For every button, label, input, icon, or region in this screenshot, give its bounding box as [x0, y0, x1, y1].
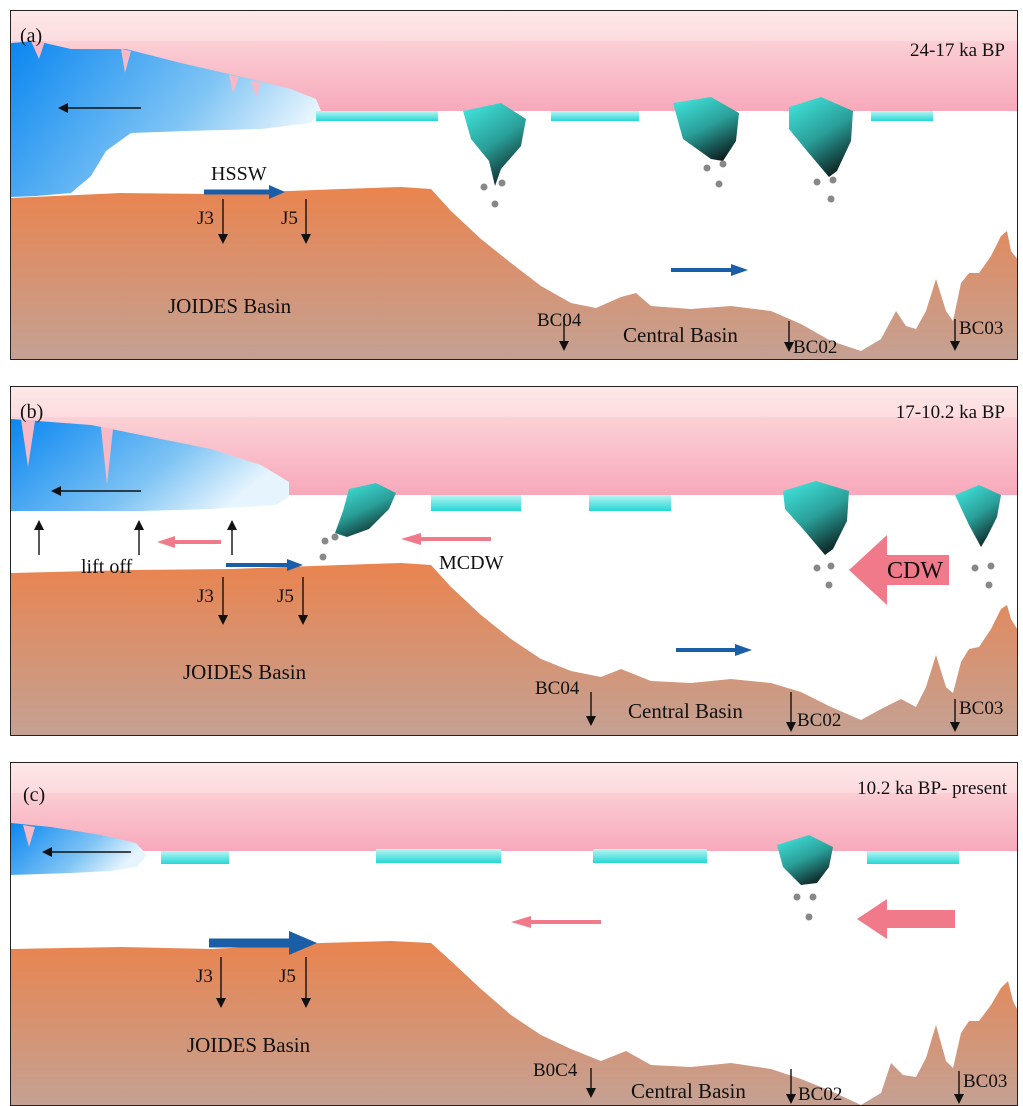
central-basin-label: Central Basin — [628, 699, 743, 723]
lift-off-label: lift off — [81, 556, 133, 578]
ice-shelf — [11, 823, 147, 875]
panel-label: (a) — [20, 25, 43, 47]
seafloor — [11, 563, 1017, 735]
core-label-bc02: BC02 — [797, 710, 842, 731]
core-label-j3: J3 — [197, 208, 214, 229]
iceberg — [955, 485, 1001, 547]
sea-ice-floe — [867, 851, 959, 864]
mcdw-label: MCDW — [439, 552, 504, 574]
sky-band — [11, 763, 1017, 851]
iceberg — [789, 97, 853, 177]
joides-basin-label: JOIDES Basin — [187, 1033, 311, 1057]
core-label-j3: J3 — [196, 966, 213, 987]
iceberg — [783, 481, 849, 555]
sea-ice-floe — [551, 111, 639, 121]
ice-shelf — [11, 41, 321, 197]
core-label-bc04: B0C4 — [533, 1060, 578, 1081]
iceberg — [335, 483, 396, 537]
seafloor — [11, 187, 1017, 359]
panel-c-diagram — [11, 763, 1017, 1105]
panel-a: (a) 24-17 ka BP HSSW J3 J5 JOIDES Basin … — [10, 10, 1018, 360]
iceberg — [777, 835, 833, 885]
cdw-label: CDW — [887, 558, 943, 584]
sea-ice-floe — [376, 849, 501, 863]
core-label-j3: J3 — [197, 586, 214, 607]
joides-basin-label: JOIDES Basin — [168, 294, 292, 318]
panel-a-diagram — [11, 11, 1017, 359]
core-label-bc03: BC03 — [959, 698, 1004, 719]
central-basin-label: Central Basin — [623, 323, 738, 347]
time-period-label: 10.2 ka BP- present — [857, 778, 1007, 799]
central-basin-label: Central Basin — [631, 1079, 746, 1103]
core-label-j5: J5 — [277, 586, 294, 607]
panel-label: (c) — [23, 784, 46, 806]
sea-ice-floe — [593, 849, 707, 863]
sea-ice-floe — [161, 851, 229, 864]
cdw-arrow — [857, 899, 955, 939]
core-label-bc02: BC02 — [793, 337, 838, 358]
core-label-j5: J5 — [279, 966, 296, 987]
time-period-label: 17-10.2 ka BP — [895, 402, 1005, 423]
sea-ice-floe — [431, 495, 521, 511]
sea-ice-floe — [589, 495, 671, 511]
core-label-bc03: BC03 — [959, 318, 1004, 339]
sea-ice-floe — [871, 111, 933, 121]
panel-b-diagram — [11, 387, 1017, 735]
iceberg — [463, 103, 526, 186]
core-label-bc04: BC04 — [535, 678, 580, 699]
hssw-label: HSSW — [211, 163, 267, 185]
panel-b: (b) 17-10.2 ka BP lift off MCDW CDW J3 J… — [10, 386, 1018, 736]
time-period-label: 24-17 ka BP — [910, 40, 1005, 61]
core-label-bc03: BC03 — [963, 1071, 1008, 1092]
joides-basin-label: JOIDES Basin — [183, 660, 307, 684]
core-label-bc02: BC02 — [798, 1084, 843, 1105]
sea-ice-floe — [316, 111, 438, 121]
iceberg — [673, 97, 739, 161]
core-label-j5: J5 — [281, 208, 298, 229]
panel-c: (c) 10.2 ka BP- present J3 J5 JOIDES Bas… — [10, 762, 1018, 1106]
core-label-bc04: BC04 — [537, 310, 582, 331]
cdw-arrow — [849, 535, 949, 605]
panel-label: (b) — [20, 401, 44, 423]
ice-shelf — [11, 419, 289, 511]
seafloor — [11, 941, 1017, 1105]
